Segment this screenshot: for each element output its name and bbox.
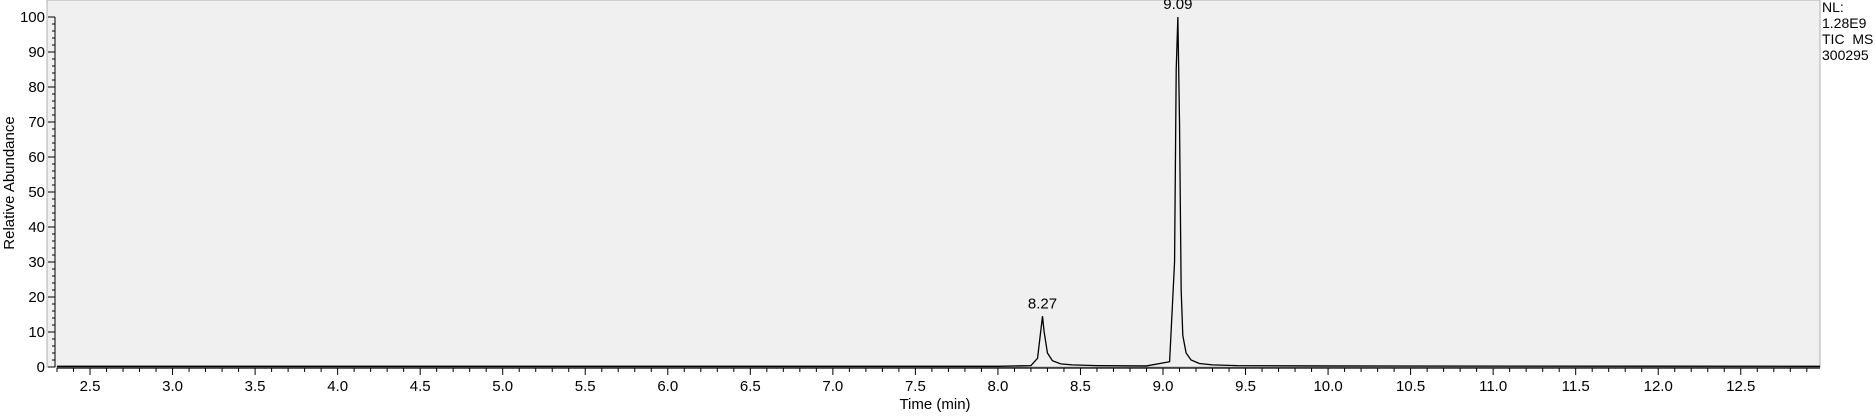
tic-trace [57,16,1821,367]
y-axis: 0 10 20 30 40 50 60 70 80 90 100 [20,9,56,376]
y-tick-label: 60 [28,149,45,166]
x-tick-label: 12.0 [1644,378,1673,395]
x-tick-label: 5.5 [575,378,596,395]
info-line: TIC MS [1822,31,1873,47]
x-tick-label: 9.5 [1235,378,1256,395]
info-line: NL: [1822,0,1844,15]
x-axis: 2.5 3.0 3.5 4.0 4.5 5.0 5.5 6.0 6.5 7.0 7.5 8.0 8.5 9… [56,367,1820,395]
x-tick-label: 8.5 [1070,378,1091,395]
x-tick-label: 8.0 [987,378,1008,395]
y-tick-label: 10 [28,324,45,341]
peak-label: 9.09 [1163,0,1192,13]
plot-background [46,0,1821,368]
x-tick-label: 4.5 [410,378,431,395]
x-tick-label: 6.5 [740,378,761,395]
y-axis-title: Relative Abundance [1,116,18,249]
y-tick-label: 100 [20,9,45,26]
x-tick-label: 5.0 [492,378,513,395]
y-tick-label: 50 [28,184,45,201]
x-tick-label: 12.5 [1726,378,1755,395]
x-tick-label: 7.5 [905,378,926,395]
y-tick-label: 30 [28,254,45,271]
y-tick-label: 70 [28,114,45,131]
x-tick-label: 6.0 [657,378,678,395]
y-tick-label: 0 [37,359,45,376]
x-tick-label: 11.5 [1562,378,1590,395]
x-tick-label: 11.0 [1479,378,1507,395]
x-axis-title: Time (min) [899,396,970,413]
x-tick-label: 7.0 [822,378,843,395]
peak-labels: 8.27 9.09 [1028,0,1193,312]
info-line: 300295 [1822,47,1869,63]
y-tick-label: 40 [28,219,45,236]
x-tick-label: 10.5 [1396,378,1425,395]
x-tick-label: 10.0 [1313,378,1342,395]
y-tick-label: 90 [28,44,45,61]
peak-label: 8.27 [1028,295,1057,312]
x-tick-label: 3.0 [162,378,183,395]
x-tick-label: 3.5 [245,378,266,395]
x-tick-label: 2.5 [80,378,101,395]
x-tick-label: 4.0 [327,378,348,395]
y-tick-label: 80 [28,79,45,96]
info-line: 1.28E9 [1822,15,1867,31]
y-tick-label: 20 [28,289,45,306]
x-tick-label: 9.0 [1153,378,1174,395]
